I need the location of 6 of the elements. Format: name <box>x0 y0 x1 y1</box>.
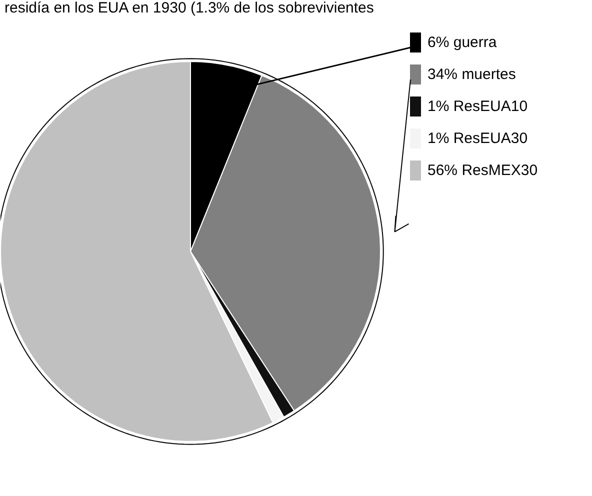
legend-label: 1% ResEUA30 <box>428 130 528 147</box>
legend-label: 56% ResMEX30 <box>428 162 538 179</box>
legend-label: 1% ResEUA10 <box>428 98 528 115</box>
legend-label: 34% muertes <box>428 66 516 83</box>
legend-label: 6% guerra <box>428 34 498 51</box>
text: residía en los EUA en 1930 (1.3% de los sobrevivientes <box>4 0 374 16</box>
